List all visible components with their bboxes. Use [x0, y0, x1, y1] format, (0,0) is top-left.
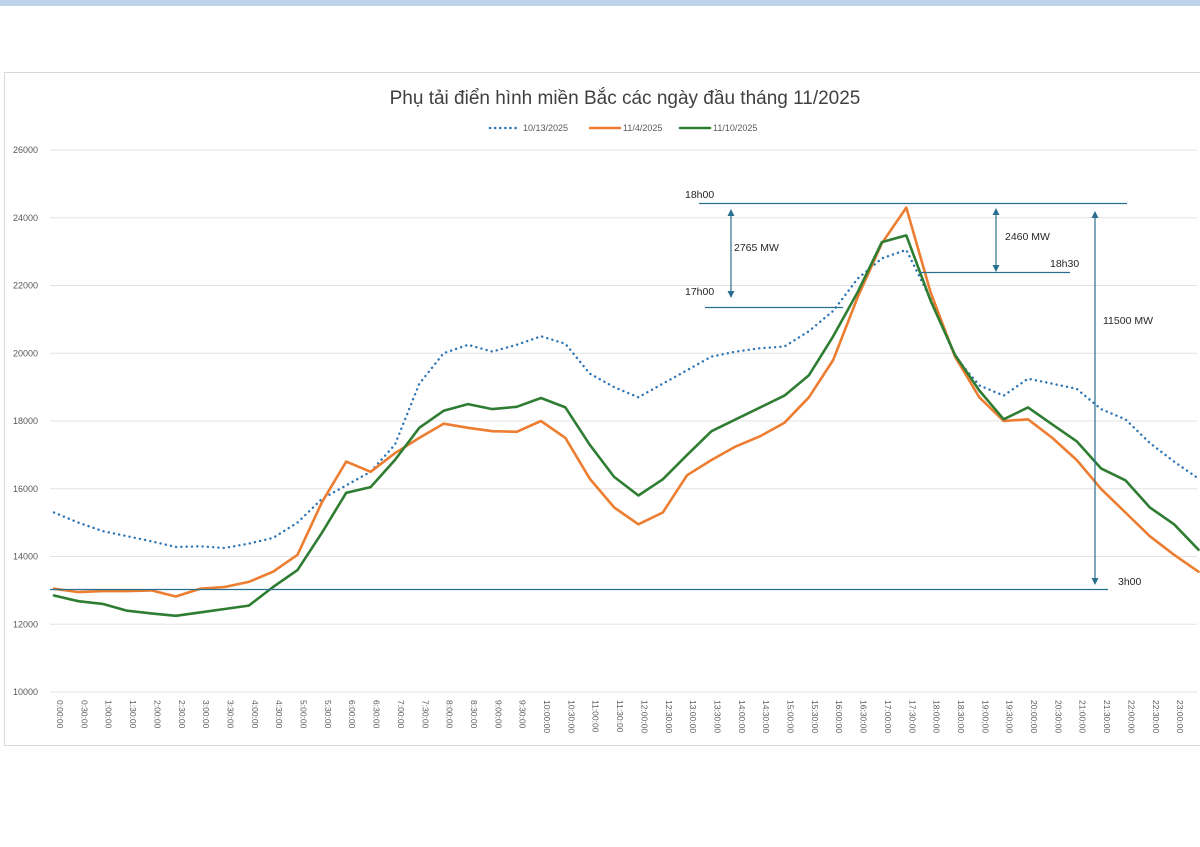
x-tick-label: 10:00:00: [542, 700, 552, 733]
x-tick-label: 17:30:00: [907, 700, 917, 733]
chart-container: Phụ tải điển hình miền Bắc các ngày đầu …: [4, 72, 1200, 746]
x-tick-label: 14:00:00: [737, 700, 747, 733]
legend-label: 11/4/2025: [623, 123, 662, 133]
x-tick-label: 1:00:00: [104, 700, 114, 729]
x-tick-label: 22:00:00: [1126, 700, 1136, 733]
legend-label: 10/13/2025: [523, 123, 568, 133]
arrow-11500-head-bottom: [1091, 578, 1099, 585]
y-tick-label: 12000: [13, 619, 38, 629]
x-tick-label: 4:00:00: [250, 700, 260, 729]
x-tick-label: 14:30:00: [761, 700, 771, 733]
y-tick-label: 24000: [13, 213, 38, 223]
x-tick-label: 5:30:00: [323, 700, 333, 729]
x-tick-label: 19:30:00: [1005, 700, 1015, 733]
annotation-3h00: 3h00: [1118, 576, 1142, 588]
annotation-18h00: 18h00: [685, 189, 714, 201]
x-tick-label: 8:00:00: [445, 700, 455, 729]
y-tick-label: 16000: [13, 484, 38, 494]
y-tick-label: 20000: [13, 348, 38, 358]
y-axis: 10000 12000 14000 16000 18000 20000 22000 24000…: [13, 145, 38, 697]
legend-label: 11/10/2025: [713, 123, 757, 133]
y-tick-label: 18000: [13, 416, 38, 426]
x-tick-label: 13:00:00: [688, 700, 698, 733]
x-tick-label: 23:00:00: [1175, 700, 1185, 733]
x-tick-label: 1:30:00: [128, 700, 138, 729]
arrow-2460-head-top: [992, 208, 1000, 215]
arrow-2460-head-bottom: [992, 265, 1000, 272]
x-tick-label: 17:00:00: [883, 700, 893, 733]
x-tick-label: 15:30:00: [810, 700, 820, 733]
x-tick-label: 16:00:00: [834, 700, 844, 733]
arrow-2765-head-bottom: [727, 291, 735, 298]
arrow-11500-head-top: [1091, 211, 1099, 218]
annotation-17h00: 17h00: [685, 286, 714, 298]
line-chart: Phụ tải điển hình miền Bắc các ngày đầu …: [13, 87, 1200, 733]
annotation-11500mw: 11500 MW: [1103, 315, 1153, 327]
x-tick-label: 12:00:00: [639, 700, 649, 733]
x-tick-label: 15:00:00: [786, 700, 796, 733]
x-tick-label: 3:00:00: [201, 700, 211, 729]
y-tick-label: 14000: [13, 552, 38, 562]
x-tick-label: 19:00:00: [980, 700, 990, 733]
y-tick-label: 26000: [13, 145, 38, 155]
series-line: [52, 234, 1200, 618]
x-tick-label: 21:30:00: [1102, 700, 1112, 733]
top-decorative-bar: [0, 0, 1200, 6]
x-tick-label: 2:00:00: [152, 700, 162, 729]
x-tick-label: 0:00:00: [55, 700, 65, 729]
x-tick-label: 13:30:00: [712, 700, 722, 733]
grid-lines: [50, 149, 1197, 693]
x-tick-label: 7:00:00: [396, 700, 406, 729]
x-tick-label: 5:00:00: [299, 700, 309, 729]
series-lines: [52, 206, 1200, 618]
arrow-2765-head-top: [727, 209, 735, 216]
y-tick-label: 10000: [13, 687, 38, 697]
annotations: 18h00 17h00 2765 MW 2460 MW 18h30 11500 MW 3h0…: [50, 189, 1153, 591]
x-tick-label: 20:30:00: [1053, 700, 1063, 733]
x-tick-label: 18:00:00: [932, 700, 942, 733]
x-tick-label: 12:30:00: [664, 700, 674, 733]
x-tick-label: 9:30:00: [518, 700, 528, 729]
x-axis: 0:00:00 0:30:00 1:00:00 1:30:00 2:00:00 2:30:…: [55, 700, 1200, 733]
x-tick-label: 9:00:00: [493, 700, 503, 729]
annotation-2460mw: 2460 MW: [1005, 231, 1050, 243]
series-line: [52, 248, 1200, 550]
x-tick-label: 10:30:00: [566, 700, 576, 733]
x-tick-label: 22:30:00: [1151, 700, 1161, 733]
x-tick-label: 11:30:00: [615, 700, 625, 733]
x-tick-label: 3:30:00: [225, 700, 235, 729]
series-line: [52, 206, 1200, 598]
x-tick-label: 18:30:00: [956, 700, 966, 733]
x-tick-label: 21:00:00: [1078, 700, 1088, 733]
annotation-2765mw: 2765 MW: [734, 242, 779, 254]
x-tick-label: 6:30:00: [372, 700, 382, 729]
x-tick-label: 16:30:00: [859, 700, 869, 733]
x-tick-label: 20:00:00: [1029, 700, 1039, 733]
chart-title: Phụ tải điển hình miền Bắc các ngày đầu …: [390, 87, 861, 109]
x-tick-label: 2:30:00: [177, 700, 187, 729]
annotation-18h30: 18h30: [1050, 258, 1079, 270]
x-tick-label: 6:00:00: [347, 700, 357, 729]
x-tick-label: 4:30:00: [274, 700, 284, 729]
y-tick-label: 22000: [13, 281, 38, 291]
x-tick-label: 7:30:00: [420, 700, 430, 729]
chart-legend: 10/13/2025 11/4/2025 11/10/2025: [488, 123, 757, 133]
x-tick-label: 0:30:00: [79, 700, 89, 729]
x-tick-label: 8:30:00: [469, 700, 479, 729]
x-tick-label: 11:00:00: [591, 700, 601, 733]
